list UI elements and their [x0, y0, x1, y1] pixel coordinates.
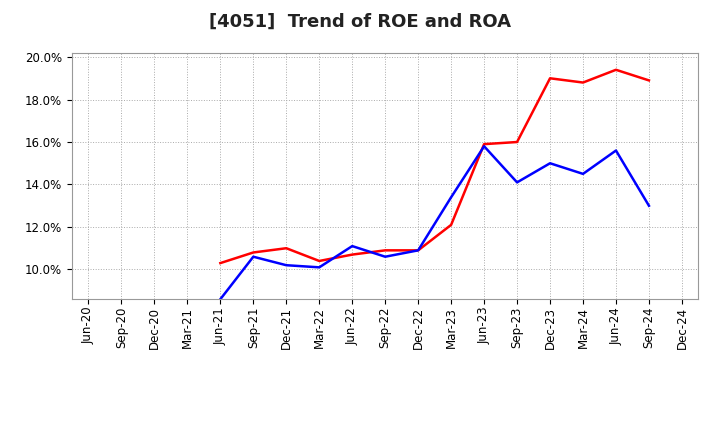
- ROA: [513, 180, 521, 185]
- ROE: [282, 246, 291, 251]
- ROE: [546, 76, 554, 81]
- ROA: [381, 254, 390, 259]
- ROE: [612, 67, 621, 73]
- ROE: [480, 142, 488, 147]
- ROA: [480, 143, 488, 149]
- ROA: [315, 265, 323, 270]
- ROA: [414, 248, 423, 253]
- ROE: [447, 222, 456, 227]
- ROE: [216, 260, 225, 266]
- ROA: [348, 243, 356, 249]
- ROA: [447, 194, 456, 200]
- ROA: [644, 203, 653, 209]
- Line: ROA: ROA: [220, 146, 649, 299]
- ROA: [612, 148, 621, 153]
- Text: [4051]  Trend of ROE and ROA: [4051] Trend of ROE and ROA: [209, 13, 511, 31]
- ROA: [546, 161, 554, 166]
- ROE: [381, 248, 390, 253]
- ROA: [282, 263, 291, 268]
- ROE: [644, 78, 653, 83]
- Line: ROE: ROE: [220, 70, 649, 263]
- ROE: [579, 80, 588, 85]
- ROE: [513, 139, 521, 145]
- ROE: [249, 250, 258, 255]
- Legend: ROE, ROA: ROE, ROA: [296, 434, 474, 440]
- ROE: [315, 258, 323, 264]
- ROE: [414, 248, 423, 253]
- ROA: [249, 254, 258, 259]
- ROA: [216, 297, 225, 302]
- ROE: [348, 252, 356, 257]
- ROA: [579, 171, 588, 176]
